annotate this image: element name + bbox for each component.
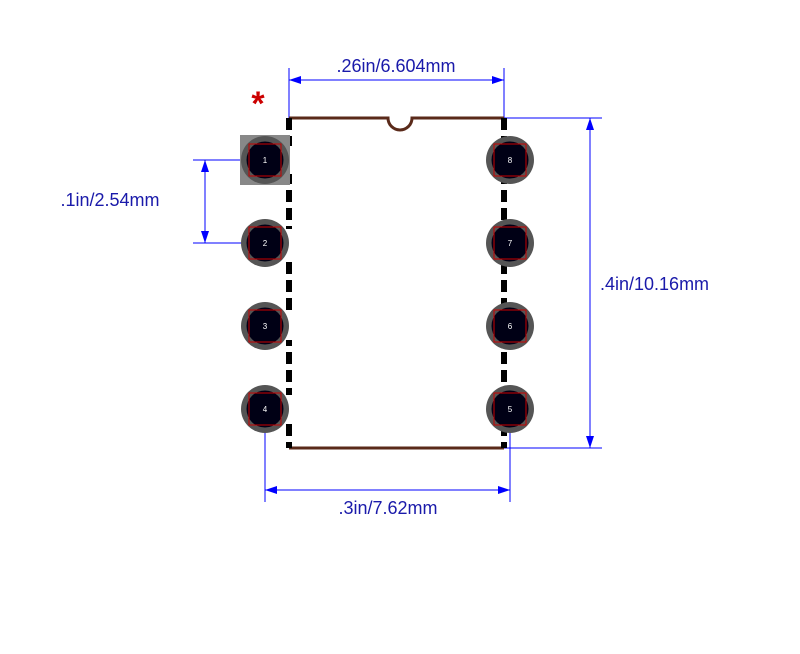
pin-2: 2 [241, 219, 289, 267]
pin-5: 5 [486, 385, 534, 433]
pin-4: 4 [241, 385, 289, 433]
dim-bottom-label: .3in/7.62mm [338, 498, 437, 518]
dim-left-label: .1in/2.54mm [60, 190, 159, 210]
pin-7: 7 [486, 219, 534, 267]
pin-number: 8 [508, 156, 513, 165]
pin-number: 6 [508, 322, 513, 331]
pin-number: 5 [508, 405, 513, 414]
pin-number: 2 [263, 239, 268, 248]
dim-top-label: .26in/6.604mm [336, 56, 455, 76]
pin-number: 4 [263, 405, 268, 414]
pin-number: 1 [263, 156, 268, 165]
pin-1: 1 [240, 135, 290, 185]
pin-number: 3 [263, 322, 268, 331]
pin1-star-icon: * [251, 85, 265, 123]
pin-8: 8 [486, 136, 534, 184]
dim-right-label: .4in/10.16mm [600, 274, 709, 294]
pin-3: 3 [241, 302, 289, 350]
pin-6: 6 [486, 302, 534, 350]
pin-number: 7 [508, 239, 513, 248]
